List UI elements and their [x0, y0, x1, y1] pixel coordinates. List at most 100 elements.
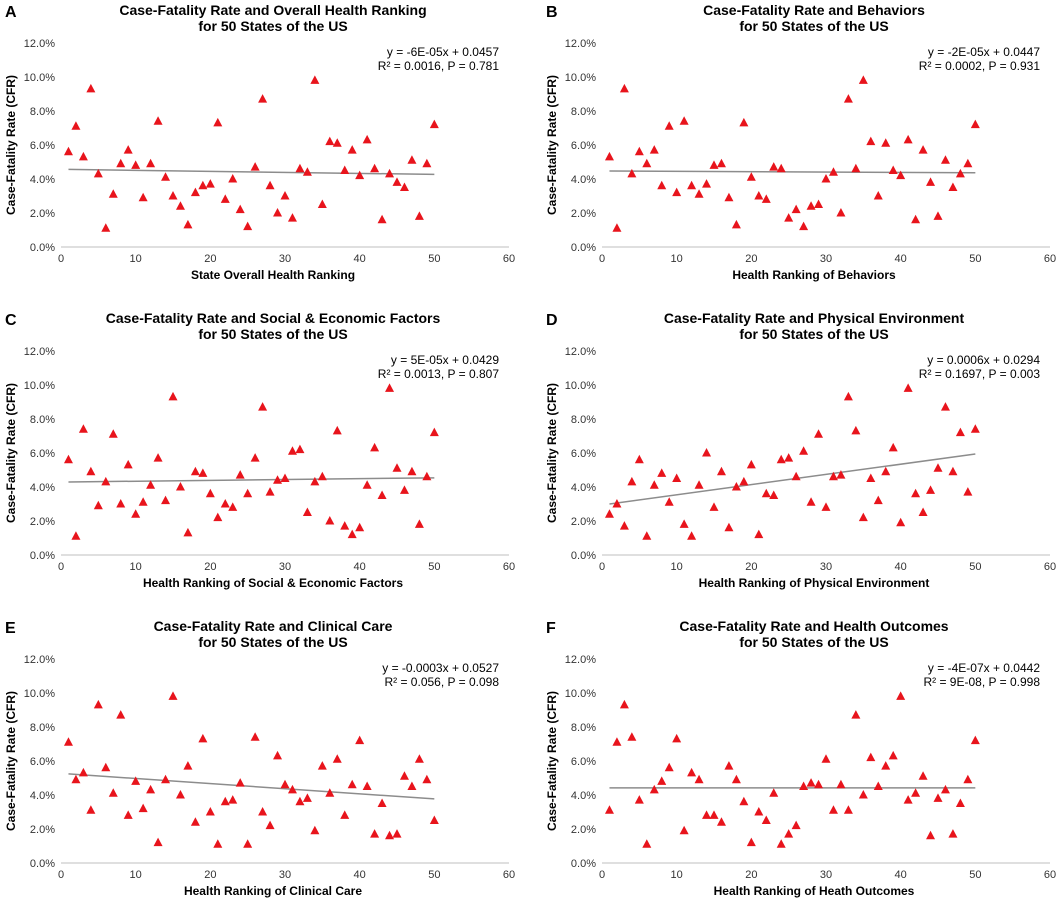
x-tick-label: 40 [354, 253, 366, 265]
data-point [828, 471, 838, 481]
data-point [340, 810, 350, 819]
data-point [340, 521, 350, 530]
data-point [702, 448, 712, 457]
data-point [153, 837, 163, 847]
data-point [933, 211, 943, 220]
data-point [769, 788, 779, 797]
data-point [754, 191, 764, 200]
regression-stats: R² = 0.1697, P = 0.003 [919, 367, 1041, 381]
y-tick-label: 8.0% [30, 106, 55, 118]
data-point [407, 781, 417, 790]
data-point [702, 810, 712, 819]
y-tick-label: 12.0% [565, 654, 596, 666]
data-point [213, 512, 223, 522]
data-point [888, 750, 898, 760]
data-point [664, 497, 674, 506]
data-point [776, 163, 786, 173]
data-point [955, 798, 965, 807]
data-point [101, 476, 111, 486]
data-point [332, 138, 342, 147]
y-axis-label: Case-Fatality Rate (CFR) [4, 383, 18, 523]
data-point [220, 194, 230, 203]
data-point [642, 158, 652, 168]
data-point [377, 214, 387, 224]
data-point [911, 488, 921, 498]
regression-stats: R² = 0.0016, P = 0.781 [378, 59, 500, 73]
data-point [888, 442, 898, 452]
chart-subtitle: for 50 States of the US [739, 326, 888, 342]
data-point [970, 735, 980, 745]
data-point [153, 453, 163, 462]
data-point [814, 429, 824, 438]
data-point [731, 774, 741, 784]
y-tick-label: 0.0% [571, 242, 596, 254]
data-point [429, 119, 439, 129]
y-tick-label: 8.0% [571, 722, 596, 734]
data-point [123, 459, 133, 469]
data-point [739, 796, 749, 806]
data-point [657, 180, 667, 190]
data-point [220, 796, 230, 806]
x-tick-label: 40 [895, 561, 907, 573]
y-tick-label: 2.0% [571, 208, 596, 220]
data-point [86, 83, 96, 93]
data-point [273, 208, 283, 217]
data-point [612, 499, 622, 508]
data-point [679, 825, 689, 835]
data-point [642, 531, 652, 540]
data-point [168, 191, 178, 200]
data-point [138, 497, 148, 506]
data-point [933, 463, 943, 472]
data-point [355, 735, 365, 745]
data-point [642, 839, 652, 848]
data-point [716, 466, 726, 476]
data-point [911, 788, 921, 797]
data-point [851, 710, 861, 719]
data-point [940, 402, 950, 411]
data-point [250, 732, 260, 741]
data-point [385, 383, 395, 392]
data-point [649, 784, 659, 794]
data-point [116, 158, 126, 168]
data-point [198, 468, 208, 477]
data-point [325, 788, 335, 797]
y-tick-label: 8.0% [571, 414, 596, 426]
data-point [940, 784, 950, 794]
x-tick-label: 30 [279, 253, 291, 265]
data-point [657, 468, 667, 477]
data-point [302, 167, 312, 176]
data-point [672, 473, 682, 482]
data-point [687, 767, 697, 777]
data-point [108, 429, 118, 438]
data-point [317, 199, 327, 208]
y-tick-label: 10.0% [565, 688, 596, 700]
data-point [273, 475, 283, 484]
data-point [843, 391, 853, 401]
data-point [93, 168, 103, 178]
data-point [896, 517, 906, 527]
x-tick-label: 40 [354, 869, 366, 881]
data-point [634, 454, 644, 464]
x-axis-label: Health Ranking of Social & Economic Fact… [143, 576, 403, 590]
data-point [86, 805, 96, 814]
data-point [362, 781, 372, 790]
data-point [347, 779, 357, 789]
x-tick-label: 30 [279, 869, 291, 881]
data-point [310, 825, 320, 835]
data-point [858, 790, 868, 799]
x-tick-label: 0 [58, 253, 64, 265]
data-point [806, 201, 816, 210]
data-point [116, 499, 126, 508]
data-point [220, 499, 230, 508]
data-point [806, 497, 816, 506]
data-point [71, 774, 81, 784]
data-point [672, 187, 682, 197]
data-point [377, 490, 387, 499]
data-point [250, 453, 260, 462]
data-point [821, 502, 831, 511]
x-tick-label: 20 [745, 869, 757, 881]
data-point [754, 807, 764, 816]
data-point [78, 424, 88, 433]
x-tick-label: 50 [969, 869, 981, 881]
